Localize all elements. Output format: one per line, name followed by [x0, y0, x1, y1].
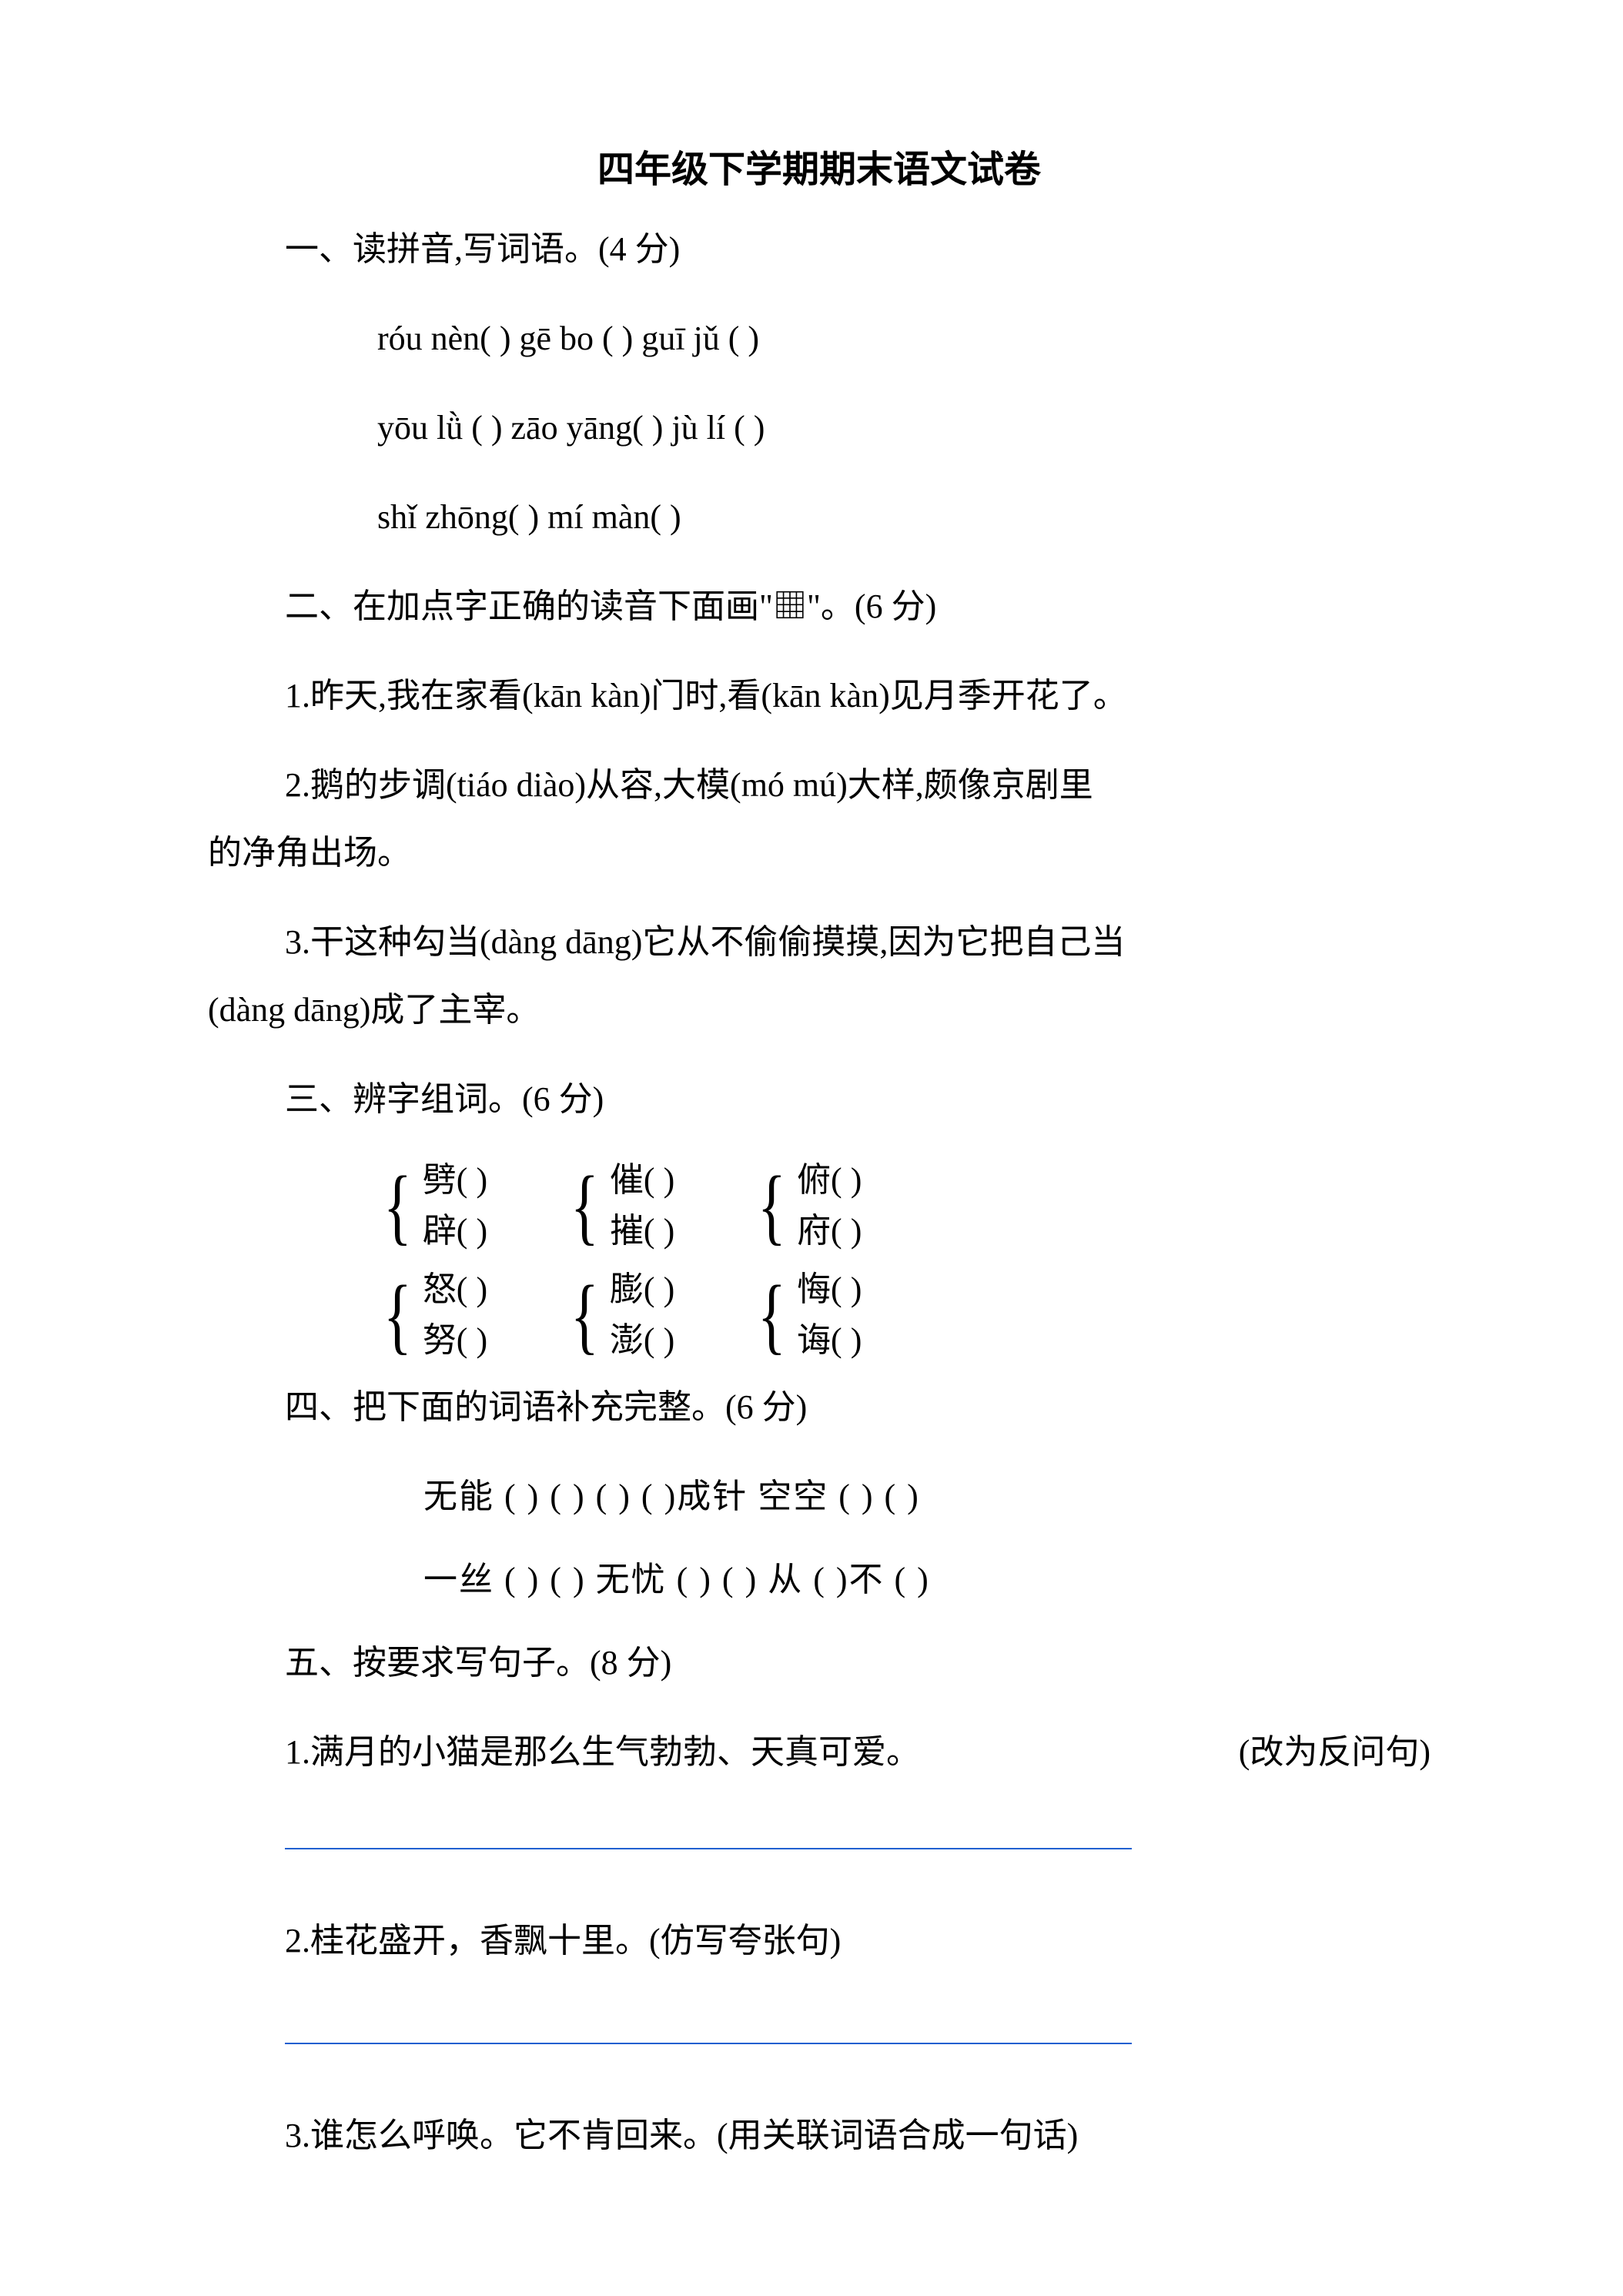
section2-line3a: 3.干这种勾当(dàng dāng)它从不偷偷摸摸,因为它把自己当: [208, 909, 1431, 976]
section1-heading: 一、读拼音,写词语。(4 分): [208, 216, 1431, 283]
brace-group: { 怒( ) 努( ): [377, 1264, 487, 1366]
brace-group: { 悔( ) 诲( ): [751, 1264, 862, 1366]
section1-row3: shǐ zhōng( ) mí màn( ): [208, 484, 1431, 551]
brace-content: 悔( ) 诲( ): [797, 1264, 862, 1366]
section4-heading: 四、把下面的词语补充完整。(6 分): [208, 1374, 1431, 1441]
left-brace-icon: {: [571, 1264, 599, 1366]
brace-group: { 膨( ) 澎( ): [564, 1264, 674, 1366]
answer-blank-line: [285, 1996, 1132, 2044]
section2-heading: 二、在加点字正确的读音下面画"▦"。(6 分): [208, 573, 1431, 641]
char-option-bot: 努( ): [423, 1315, 487, 1366]
char-option-top: 膨( ): [610, 1264, 674, 1315]
char-option-top: 俯( ): [797, 1155, 862, 1206]
section5-heading: 五、按要求写句子。(8 分): [208, 1629, 1431, 1697]
section2-line2a: 2.鹅的步调(tiáo diào)从容,大模(mó mú)大样,颇像京剧里: [208, 751, 1431, 819]
section5-q1-note: (改为反问句): [1239, 1719, 1431, 1786]
char-option-bot: 诲( ): [797, 1315, 862, 1366]
answer-line-row: [208, 1802, 1431, 1884]
section3-row2: { 怒( ) 努( ) { 膨( ) 澎( ) { 悔( ) 诲(: [208, 1264, 1431, 1366]
char-option-top: 催( ): [610, 1155, 674, 1206]
left-brace-icon: {: [383, 1155, 412, 1257]
char-option-bot: 摧( ): [610, 1206, 674, 1257]
section5-q1: 1.满月的小猫是那么生气勃勃、天真可爱。 (改为反问句): [208, 1719, 1431, 1786]
brace-content: 俯( ) 府( ): [797, 1155, 862, 1257]
brace-group: { 俯( ) 府( ): [751, 1155, 862, 1257]
section1-row1: róu nèn( ) gē bo ( ) guī jǔ ( ): [208, 305, 1431, 373]
left-brace-icon: {: [758, 1264, 786, 1366]
exam-page: 四年级下学期期末语文试卷 一、读拼音,写词语。(4 分) róu nèn( ) …: [0, 0, 1623, 2296]
char-option-top: 劈( ): [423, 1155, 487, 1206]
char-option-bot: 澎( ): [610, 1315, 674, 1366]
char-option-top: 怒( ): [423, 1264, 487, 1315]
section4-row1: 无能 ( ) ( ) ( ) ( )成针 空空 ( ) ( ): [208, 1463, 1431, 1531]
section2-line1: 1.昨天,我在家看(kān kàn)门时,看(kān kàn)见月季开花了。: [208, 662, 1431, 730]
answer-blank-line: [285, 1802, 1132, 1849]
section5-q2: 2.桂花盛开，香飘十里。(仿写夸张句): [208, 1907, 1431, 1975]
brace-content: 催( ) 摧( ): [610, 1155, 674, 1257]
brace-content: 怒( ) 努( ): [423, 1264, 487, 1366]
section4-row2: 一丝 ( ) ( ) 无忧 ( ) ( ) 从 ( )不 ( ): [208, 1546, 1431, 1614]
left-brace-icon: {: [383, 1264, 412, 1366]
section5-q3: 3.谁怎么呼唤。它不肯回来。(用关联词语合成一句话): [208, 2102, 1431, 2170]
left-brace-icon: {: [571, 1155, 599, 1257]
answer-line-row: [208, 1996, 1431, 2079]
char-option-top: 悔( ): [797, 1264, 862, 1315]
brace-content: 劈( ) 辟( ): [423, 1155, 487, 1257]
section1-row2: yōu lǜ ( ) zāo yāng( ) jù lí ( ): [208, 394, 1431, 462]
section2-line2b: 的净角出场。: [208, 819, 1431, 887]
section2-line3b: (dàng dāng)成了主宰。: [208, 976, 1431, 1044]
brace-content: 膨( ) 澎( ): [610, 1264, 674, 1366]
left-brace-icon: {: [758, 1155, 786, 1257]
brace-group: { 劈( ) 辟( ): [377, 1155, 487, 1257]
char-option-bot: 辟( ): [423, 1206, 487, 1257]
section5-q1-text: 1.满月的小猫是那么生气勃勃、天真可爱。: [285, 1719, 920, 1786]
char-option-bot: 府( ): [797, 1206, 862, 1257]
section3-row1: { 劈( ) 辟( ) { 催( ) 摧( ) { 俯( ) 府(: [208, 1155, 1431, 1257]
page-title: 四年级下学期期末语文试卷: [208, 139, 1431, 192]
brace-group: { 催( ) 摧( ): [564, 1155, 674, 1257]
section3-heading: 三、辨字组词。(6 分): [208, 1066, 1431, 1133]
